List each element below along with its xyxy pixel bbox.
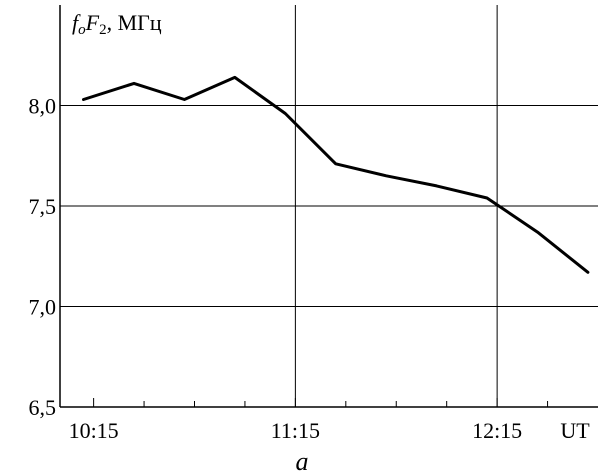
axes	[59, 5, 598, 408]
series-line-0	[82, 75, 590, 274]
tick-labels: 6,5 7,0 7,5 8,0 10:15 11:15 12:15	[29, 94, 523, 444]
y-tick-label: 7,5	[29, 194, 57, 219]
y-tick-label: 7,0	[29, 295, 57, 320]
x-tick-label: 10:15	[69, 418, 119, 443]
y-tick-label: 8,0	[29, 94, 57, 119]
grid-lines	[60, 5, 598, 407]
x-tick-label: 12:15	[472, 418, 522, 443]
y-tick-label: 6,5	[29, 395, 57, 420]
y-axis-label: foF2, МГц	[72, 10, 162, 38]
series-group	[82, 75, 590, 274]
x-tick-label: 11:15	[271, 418, 320, 443]
panel-label: а	[296, 447, 309, 471]
x-axis-label: UT	[560, 418, 590, 443]
